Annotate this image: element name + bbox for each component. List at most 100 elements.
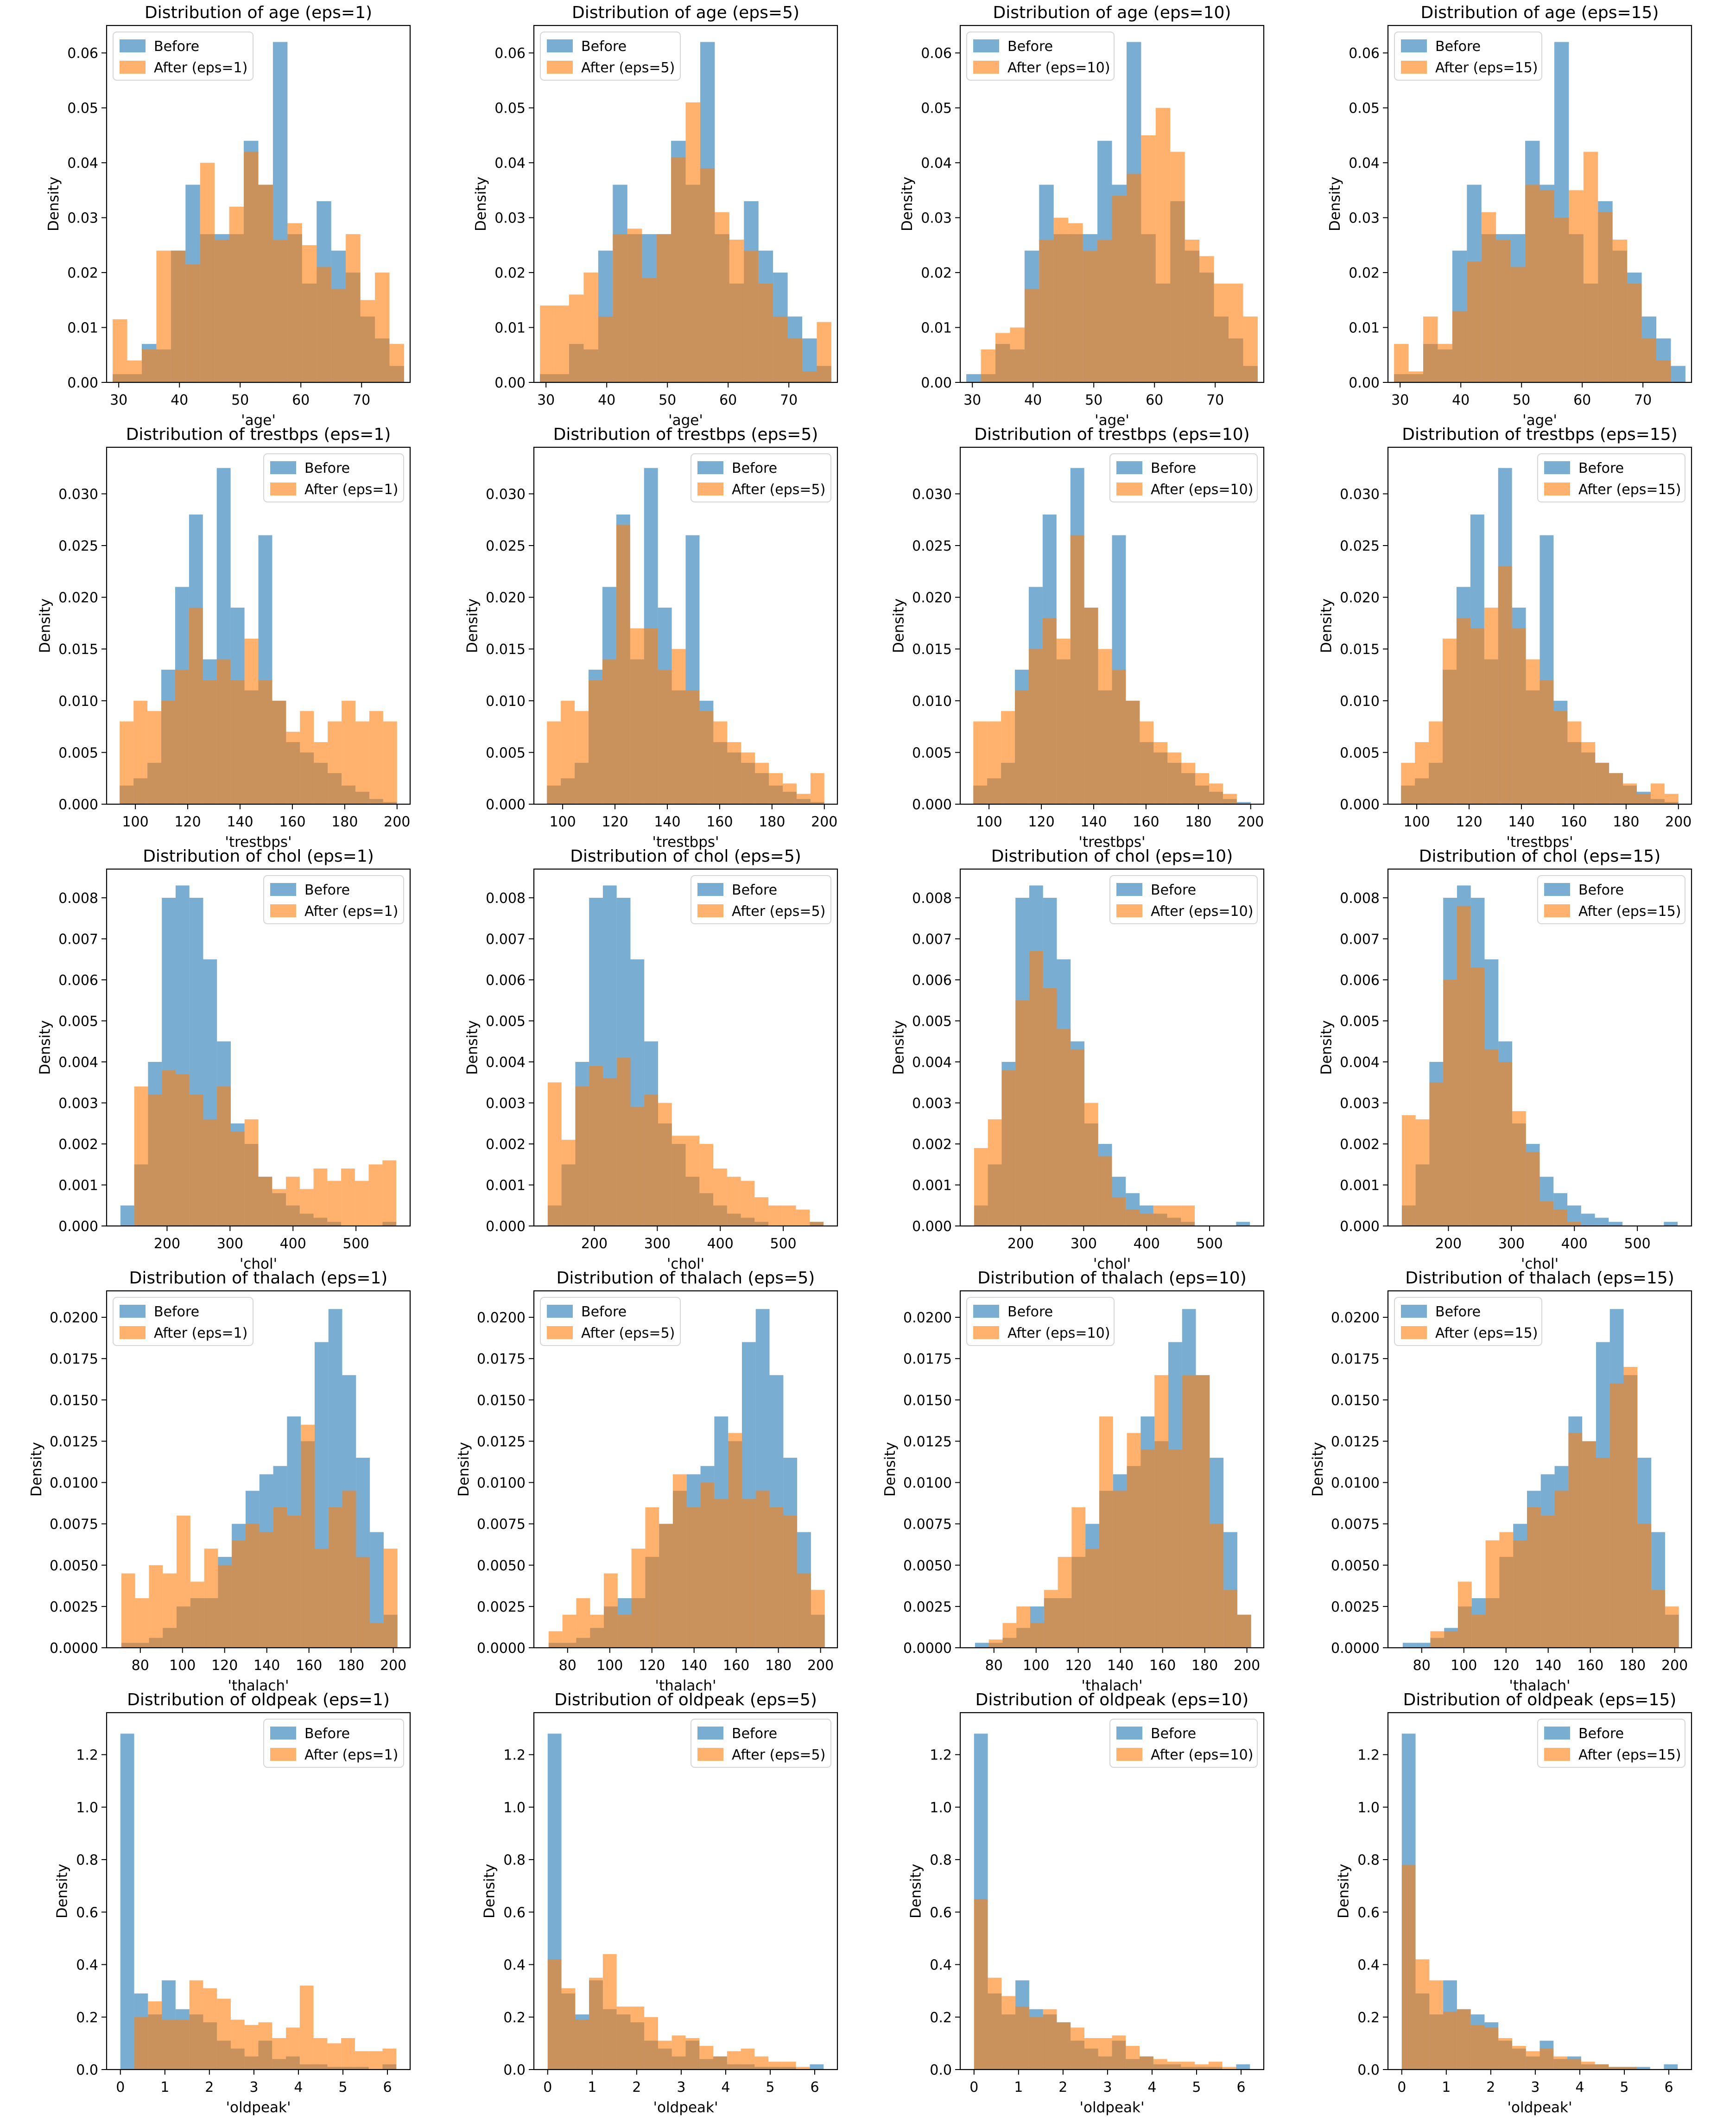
y-tick-label: 0.010: [486, 693, 526, 710]
axes-frame: [959, 446, 1265, 805]
y-tick-label: 0.015: [486, 641, 526, 658]
chart-panel-thalach-eps5: 80 100 120 140 160 180 200 0.0000 0.0025 0.0050 0.…: [456, 1269, 838, 1694]
after-bar: [272, 240, 288, 382]
after-bar: [1470, 2025, 1485, 2070]
after-bar: [1598, 212, 1613, 382]
after-bar: [1526, 2051, 1540, 2070]
after-bar: [1153, 1205, 1167, 1226]
x-tick-label: 160: [1577, 1657, 1603, 1674]
after-bar: [175, 2019, 190, 2070]
legend-box: [691, 1719, 831, 1768]
x-tick-label: 100: [1023, 1657, 1049, 1674]
legend-swatch-before: [547, 39, 573, 52]
after-bar: [1415, 742, 1429, 804]
x-tick-label: 0: [116, 2079, 125, 2096]
y-tick-label: 0.007: [1340, 931, 1380, 947]
chart-panel-age-eps1: 30 40 50 60 70 0.00 0.01 0.02 0.03 0.04 0.05 0.06 Di…: [45, 3, 411, 429]
chart-title: Distribution of chol (eps=15): [1419, 847, 1661, 866]
y-tick-label: 0.02: [921, 265, 952, 281]
after-bar: [1015, 690, 1029, 804]
legend-box: [691, 875, 831, 924]
y-tick-label: 0.015: [58, 641, 98, 658]
after-bar: [1098, 2038, 1112, 2070]
after-bar: [382, 1160, 397, 1226]
after-bar: [1099, 1416, 1113, 1648]
after-bar: [360, 300, 375, 382]
legend-box: [540, 32, 681, 81]
after-bar: [562, 1614, 577, 1648]
y-tick-label: 0.001: [1340, 1177, 1380, 1194]
y-tick-label: 0.04: [67, 155, 98, 171]
x-tick-label: 100: [1403, 814, 1430, 830]
chart-panel-age-eps5: 30 40 50 60 70 0.00 0.01 0.02 0.03 0.04 0.05 0.06 Di…: [473, 3, 838, 429]
x-tick-label: 140: [1080, 814, 1107, 830]
legend: Before After (eps=5): [691, 875, 831, 924]
y-tick-label: 0.0075: [903, 1517, 952, 1533]
y-axis-label: Density: [1318, 598, 1335, 653]
after-bar: [1443, 2012, 1457, 2070]
y-tick-label: 0.2: [1357, 2010, 1380, 2026]
y-tick-label: 1.2: [76, 1747, 98, 1764]
x-tick-label: 200: [1435, 1236, 1462, 1252]
x-tick-label: 50: [231, 392, 249, 408]
after-bar: [1167, 1205, 1181, 1226]
y-tick-label: 0.0075: [50, 1517, 98, 1533]
before-bar: [1416, 1643, 1431, 1648]
after-bar: [171, 250, 186, 382]
y-axis-label: Density: [899, 177, 916, 231]
bars: [120, 885, 397, 1226]
y-tick-label: 0.001: [912, 1177, 952, 1194]
after-bar: [1484, 1049, 1499, 1226]
legend: Before After (eps=1): [113, 1297, 253, 1346]
after-bar: [630, 628, 644, 804]
legend-swatch-before: [697, 883, 723, 896]
after-bar: [1209, 783, 1223, 804]
after-bar: [204, 1549, 218, 1648]
legend-swatch-after: [1116, 1748, 1142, 1761]
y-tick-label: 0.06: [494, 45, 526, 62]
chart-title: Distribution of thalach (eps=1): [129, 1269, 388, 1288]
after-bar: [1097, 240, 1112, 382]
after-bar: [148, 1094, 162, 1226]
legend: Before After (eps=5): [540, 1297, 681, 1346]
after-bar: [1113, 1491, 1127, 1648]
chart-title: Distribution of thalach (eps=15): [1405, 1269, 1674, 1288]
y-tick-label: 0.0025: [50, 1599, 98, 1615]
after-bar: [548, 1631, 563, 1648]
after-bar: [1237, 1614, 1251, 1648]
y-tick-label: 0.00: [921, 375, 952, 391]
y-tick-label: 0.0: [76, 2062, 98, 2078]
after-bar: [1484, 607, 1498, 804]
after-bar: [177, 1515, 190, 1648]
y-tick-label: 0.01: [67, 320, 98, 337]
y-tick-label: 0.007: [912, 931, 952, 947]
legend-swatch-before: [1544, 461, 1570, 474]
after-bar: [1196, 1375, 1210, 1648]
after-bar: [547, 721, 561, 804]
after-bar: [741, 1181, 755, 1226]
x-axis-label: 'trestbps': [1506, 834, 1573, 851]
y-tick-label: 1.0: [930, 1800, 952, 1816]
y-axis-label: Density: [891, 598, 907, 653]
y-tick-label: 0.0150: [903, 1392, 952, 1409]
after-bar: [700, 168, 715, 382]
after-bar: [218, 1565, 232, 1648]
legend-box: [1109, 875, 1258, 924]
after-bar: [575, 711, 589, 804]
x-tick-label: 3: [1103, 2079, 1112, 2096]
after-bar: [598, 316, 613, 382]
y-axis-label: Density: [45, 177, 62, 231]
after-bar: [1029, 2017, 1043, 2070]
after-bar: [974, 1899, 988, 2070]
y-tick-label: 0.2: [503, 2010, 526, 2026]
after-bar: [1429, 1082, 1444, 1226]
x-tick-label: 2: [1058, 2079, 1067, 2096]
y-tick-label: 0.005: [58, 1013, 98, 1029]
before-bar: [1609, 1222, 1623, 1226]
y-tick-label: 0.6: [930, 1905, 952, 1921]
x-tick-label: 4: [294, 2079, 303, 2096]
after-bar: [782, 1205, 796, 1226]
y-tick-label: 0.005: [1340, 1013, 1380, 1029]
after-bar: [1208, 2062, 1223, 2070]
after-bar: [147, 711, 162, 804]
